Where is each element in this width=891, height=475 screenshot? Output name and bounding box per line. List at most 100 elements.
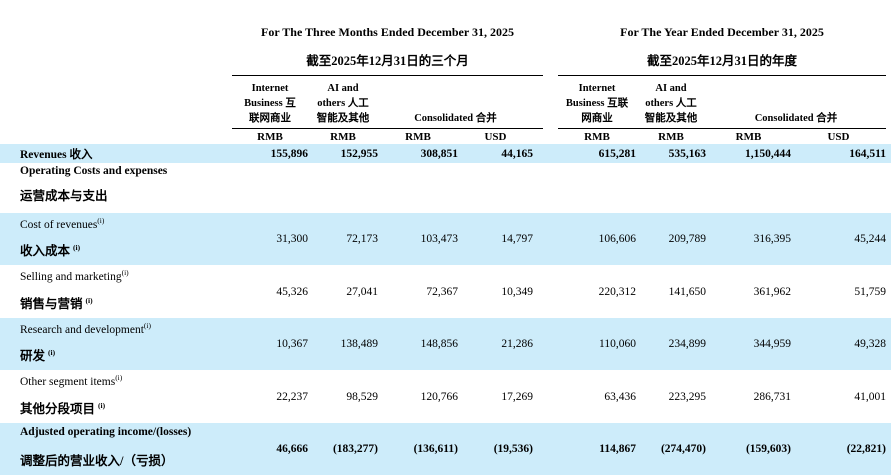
col-header-line: 智能及其他 bbox=[644, 113, 698, 124]
footnote-marker: (i) bbox=[85, 295, 93, 305]
year-units: RMB RMB RMB USD bbox=[558, 131, 886, 143]
value-cell: 209,789 bbox=[668, 233, 706, 245]
col-header-line: 智能及其他 bbox=[316, 113, 370, 124]
unit-label: RMB bbox=[735, 130, 762, 143]
quarter-subtitle: 截至2025年12月31日的三个月 bbox=[306, 54, 469, 68]
col-header-internet-business: Internet Business 互联 网商业 bbox=[558, 76, 636, 128]
quarter-values: 22,237 98,529 120,766 17,269 bbox=[232, 370, 543, 423]
col-header-line: Business 互 bbox=[244, 98, 296, 109]
unit-label: RMB bbox=[658, 130, 684, 143]
row-label-text: Research and development bbox=[20, 323, 144, 336]
value-cell: (274,470) bbox=[660, 443, 706, 455]
value-cell: 148,856 bbox=[420, 338, 458, 350]
value-cell: 110,060 bbox=[599, 338, 636, 350]
unit-label: RMB bbox=[584, 130, 610, 143]
quarter-values: 155,896 152,955 308,851 44,165 bbox=[232, 148, 543, 160]
row-labels: Adjusted operating income/(losses) 调整后的营… bbox=[0, 423, 232, 475]
row-labels: Selling and marketing(i) 销售与营销 (i) bbox=[0, 265, 232, 318]
value-cell: 45,244 bbox=[854, 233, 886, 245]
value-cell: 316,395 bbox=[753, 233, 791, 245]
quarter-title: For The Three Months Ended December 31, … bbox=[261, 25, 514, 39]
year-values: 63,436 223,295 286,731 41,001 bbox=[558, 370, 886, 423]
year-values: 110,060 234,899 344,959 49,328 bbox=[558, 318, 886, 370]
value-cell: 51,759 bbox=[854, 285, 886, 298]
table-row-revenues: Revenues 收入 155,896 152,955 308,851 44,1… bbox=[0, 144, 891, 163]
unit-label: RMB bbox=[257, 130, 283, 143]
value-cell: 141,650 bbox=[668, 285, 706, 298]
section-header-operating-costs: Operating Costs and expenses 运营成本与支出 bbox=[0, 163, 891, 213]
group-gap bbox=[543, 265, 558, 318]
footnote-marker: (i) bbox=[115, 373, 123, 382]
footnote-marker: (i) bbox=[73, 242, 81, 252]
empty-label-cell bbox=[0, 75, 232, 129]
value-cell: 615,281 bbox=[598, 147, 636, 160]
unit-label: USD bbox=[484, 130, 507, 143]
value-cell: 286,731 bbox=[753, 390, 791, 403]
value-cell: 220,312 bbox=[598, 285, 636, 298]
col-header-line: AI and bbox=[655, 83, 687, 94]
col-header-line: Business 互联 bbox=[565, 98, 629, 109]
value-cell: 72,173 bbox=[346, 233, 378, 245]
value-cell: 49,328 bbox=[854, 338, 886, 350]
value-cell: 17,269 bbox=[501, 390, 533, 403]
value-cell: 344,959 bbox=[753, 338, 791, 350]
value-cell: 164,511 bbox=[849, 147, 886, 160]
row-label-text: 销售与营销 bbox=[20, 297, 83, 311]
quarter-values: 45,326 27,041 72,367 10,349 bbox=[232, 265, 543, 318]
value-cell: 22,237 bbox=[276, 390, 308, 403]
year-subtitle: 截至2025年12月31日的年度 bbox=[646, 54, 797, 68]
value-cell: 21,286 bbox=[501, 338, 533, 350]
row-label-en: Adjusted operating income/(losses) bbox=[20, 426, 192, 438]
footnote-marker: (i) bbox=[143, 321, 151, 330]
currency-unit-row: RMB RMB RMB USD RMB RMB RMB USD bbox=[0, 129, 891, 144]
value-cell: 361,962 bbox=[753, 285, 791, 298]
value-cell: 46,666 bbox=[276, 443, 308, 455]
row-label-zh: 销售与营销 (i) bbox=[20, 293, 232, 312]
table-row-cost-of-revenues: Cost of revenues(i) 收入成本 (i) 31,300 72,17… bbox=[0, 213, 891, 265]
quarter-units: RMB RMB RMB USD bbox=[232, 131, 543, 143]
row-label-text: Other segment items bbox=[20, 375, 116, 388]
row-label: Revenues 收入 bbox=[20, 148, 93, 161]
unit-label: RMB bbox=[405, 130, 431, 143]
year-title: For The Year Ended December 31, 2025 bbox=[620, 25, 824, 39]
col-header-consolidated: Consolidated 合并 bbox=[754, 113, 838, 124]
value-cell: 10,349 bbox=[501, 285, 533, 298]
col-header-line: Internet bbox=[578, 83, 616, 94]
value-cell: 103,473 bbox=[420, 233, 458, 245]
col-header-ai-others: AI and others 人工 智能及其他 bbox=[636, 76, 706, 128]
value-cell: 27,041 bbox=[346, 285, 378, 298]
value-cell: 63,436 bbox=[604, 390, 636, 403]
table-row-other-segment-items: Other segment items(i) 其他分段项目 (i) 22,237 … bbox=[0, 370, 891, 423]
table-row-adjusted-operating-income: Adjusted operating income/(losses) 调整后的营… bbox=[0, 423, 891, 475]
value-cell: 10,367 bbox=[276, 338, 308, 350]
group-gap bbox=[543, 75, 558, 129]
row-label-en: Selling and marketing(i) bbox=[20, 268, 232, 283]
top-spacer bbox=[0, 0, 891, 12]
year-values: 106,606 209,789 316,395 45,244 bbox=[558, 213, 886, 265]
period-subtitle-row: 截至2025年12月31日的三个月 截至2025年12月31日的年度 bbox=[0, 40, 891, 75]
value-cell: 44,165 bbox=[501, 147, 533, 160]
row-label-text: 其他分段项目 bbox=[20, 402, 96, 416]
quarter-column-headers: Internet Business 互 联网商业 AI and others 人… bbox=[232, 75, 543, 129]
row-label-text: Selling and marketing bbox=[20, 270, 122, 283]
table-row-selling-marketing: Selling and marketing(i) 销售与营销 (i) 45,326… bbox=[0, 265, 891, 318]
footnote-marker: (i) bbox=[121, 268, 129, 277]
value-cell: 98,529 bbox=[346, 390, 378, 403]
year-values: 220,312 141,650 361,962 51,759 bbox=[558, 265, 886, 318]
value-cell: (136,611) bbox=[413, 443, 458, 455]
value-cell: 45,326 bbox=[276, 285, 308, 298]
row-label-zh: 调整后的营业收入/（亏损） bbox=[20, 454, 174, 468]
section-label-en: Operating Costs and expenses bbox=[20, 165, 168, 177]
row-label-en: Cost of revenues(i) bbox=[20, 216, 232, 231]
quarter-values: 10,367 138,489 148,856 21,286 bbox=[232, 318, 543, 370]
footnote-marker: (i) bbox=[97, 216, 105, 225]
group-gap bbox=[543, 423, 558, 475]
value-cell: 72,367 bbox=[426, 285, 458, 298]
column-header-row: Internet Business 互 联网商业 AI and others 人… bbox=[0, 75, 891, 129]
row-label-text: Cost of revenues bbox=[20, 218, 98, 231]
value-cell: (159,603) bbox=[745, 443, 791, 455]
col-header-line: others 人工 bbox=[645, 98, 697, 109]
value-cell: 155,896 bbox=[270, 147, 308, 160]
row-labels: Other segment items(i) 其他分段项目 (i) bbox=[0, 370, 232, 423]
